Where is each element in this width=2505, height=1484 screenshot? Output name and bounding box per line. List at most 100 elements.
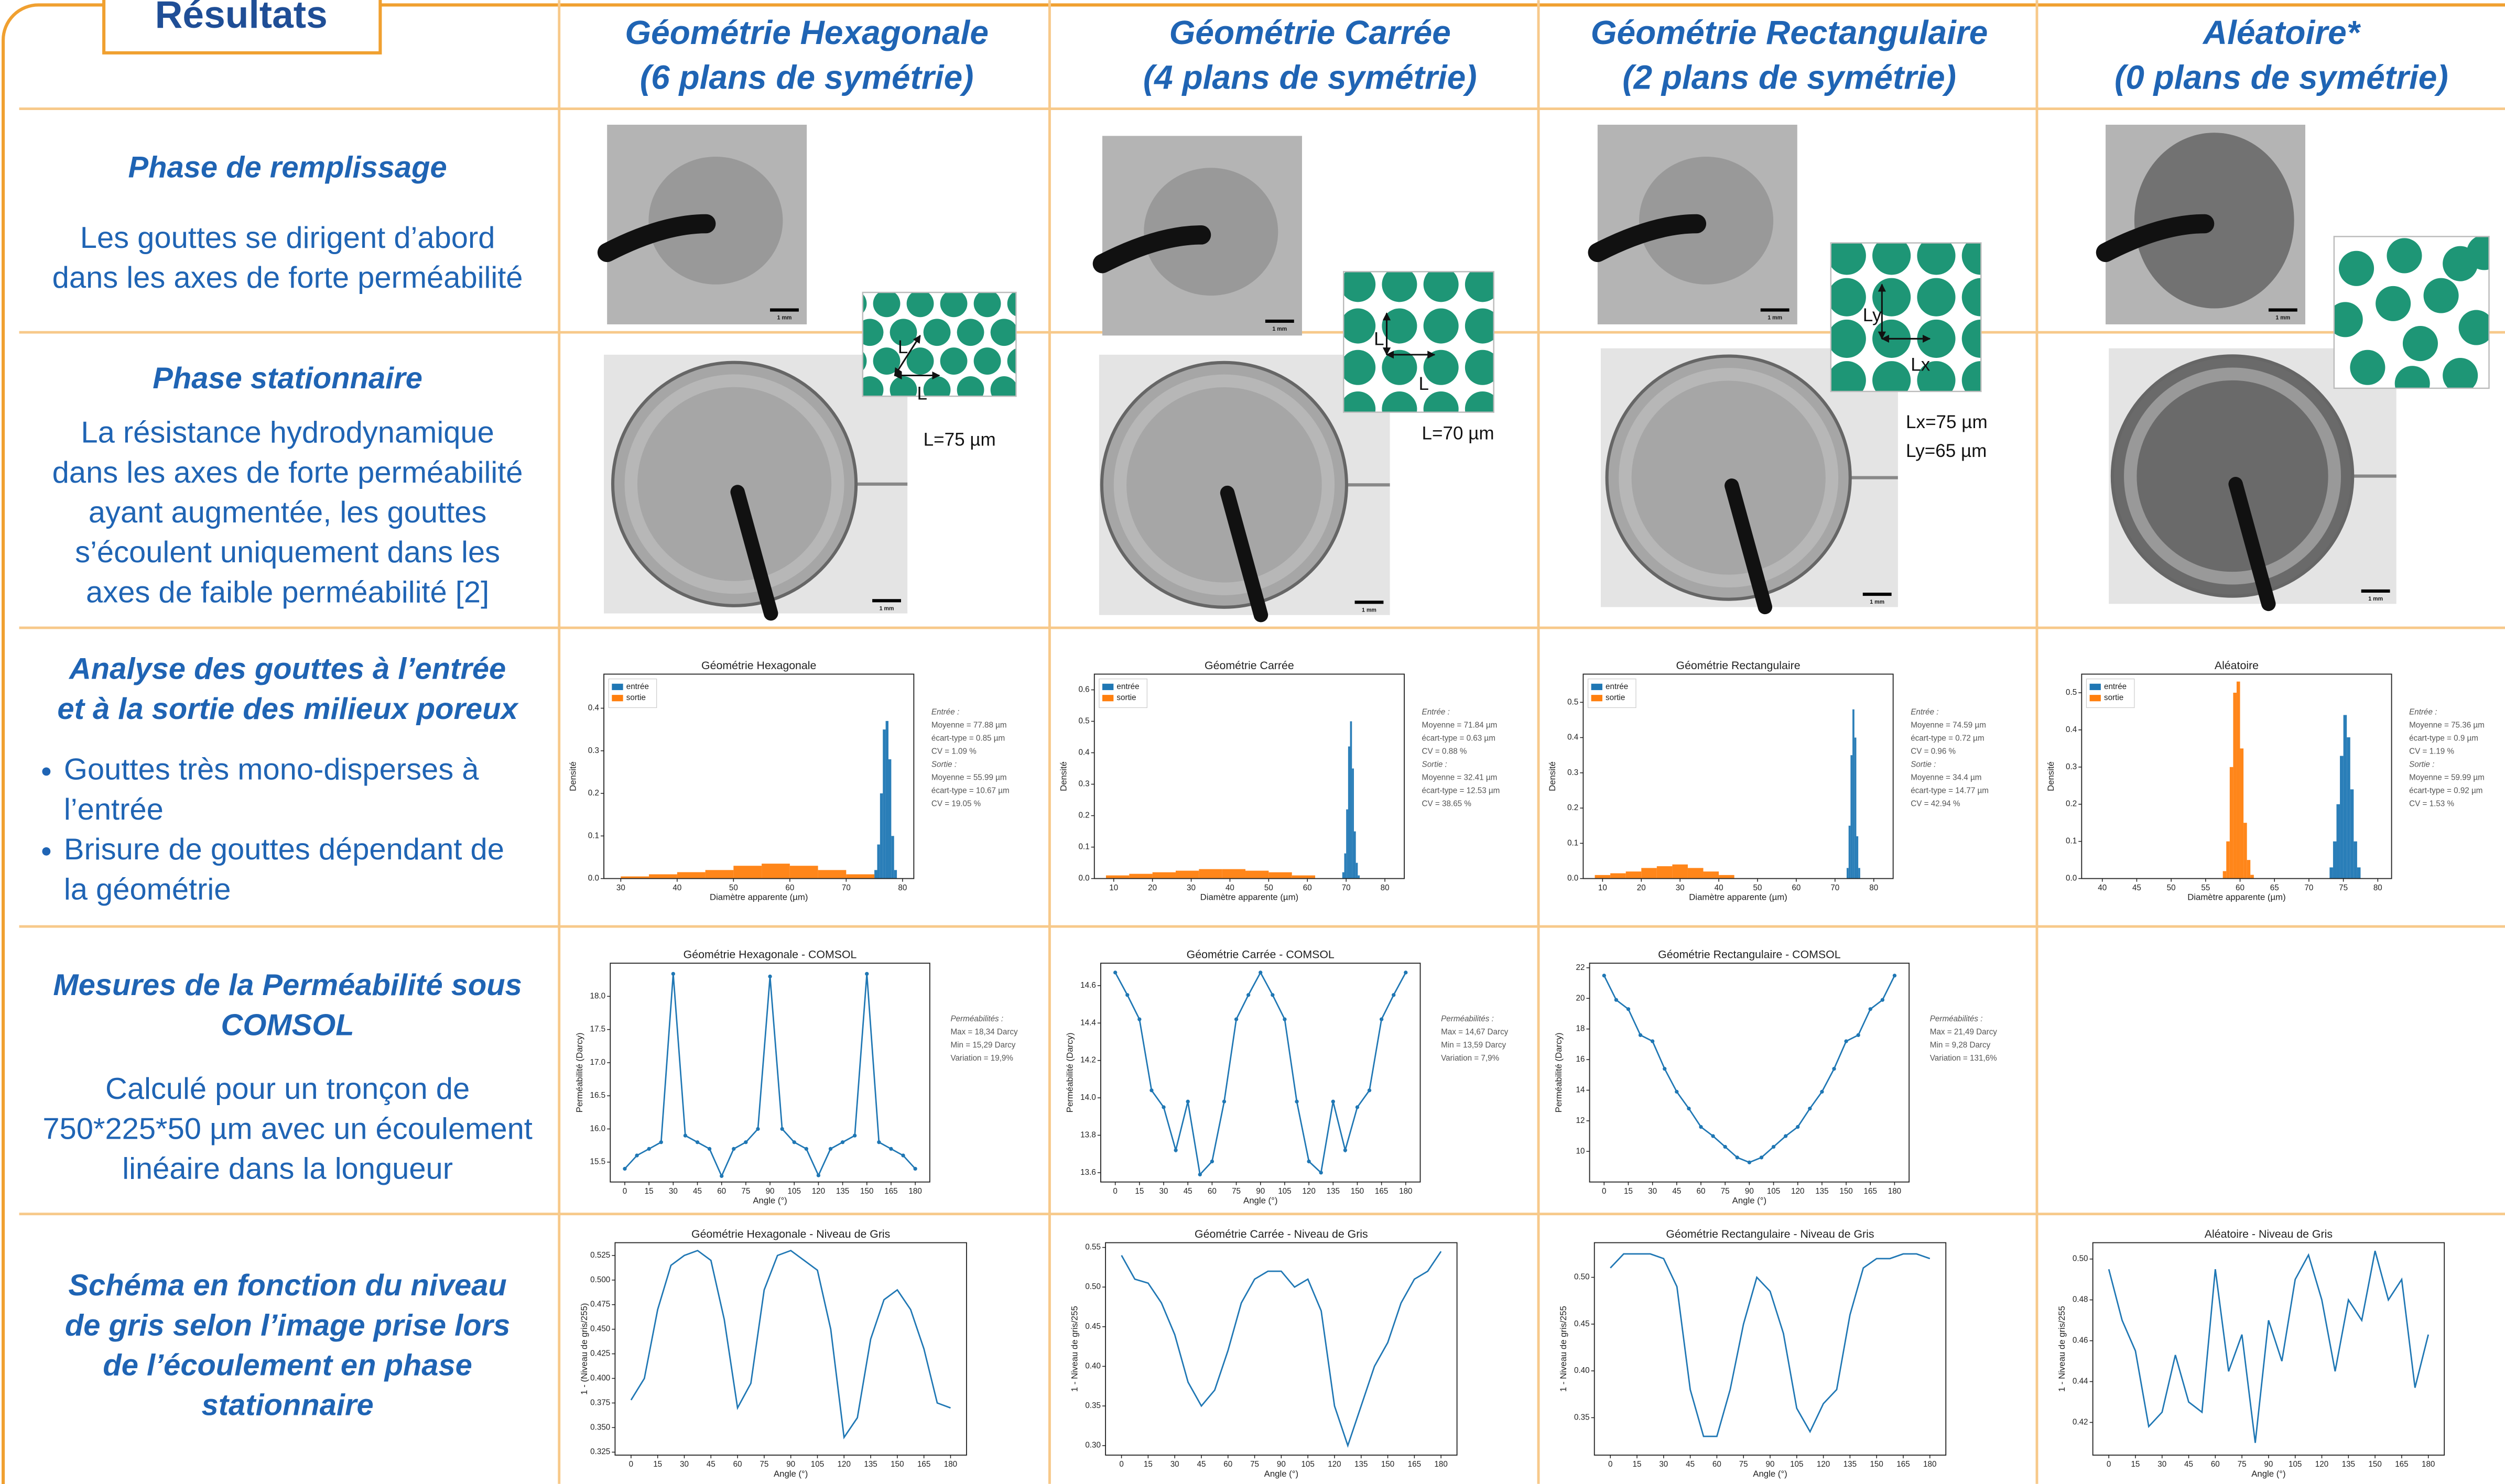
spacing-label: Lx=75 µm: [1906, 412, 1988, 432]
legend-label: sortie: [2104, 693, 2123, 702]
chart-note: Sortie :: [1911, 760, 1936, 769]
point: [1602, 974, 1606, 977]
x-tick-label: 135: [1815, 1187, 1828, 1196]
point: [1150, 1088, 1153, 1092]
point: [1174, 1148, 1177, 1152]
pattern-tile: [1828, 236, 2000, 399]
x-tick-label: 75: [2339, 883, 2348, 892]
point: [1368, 1088, 1371, 1092]
x-tick-label: 60: [717, 1187, 726, 1196]
chart-note: Perméabilités :: [1441, 1014, 1494, 1023]
row-title: de gris selon l’image prise lors: [65, 1308, 510, 1342]
x-tick-label: 70: [1342, 883, 1351, 892]
legend-label: entrée: [1606, 682, 1628, 691]
point: [1893, 974, 1896, 977]
x-tick-label: 15: [645, 1187, 654, 1196]
point: [853, 1133, 856, 1137]
row-text: La résistance hydrodynamique: [81, 416, 494, 450]
y-tick-label: 0.40: [1574, 1366, 1590, 1375]
histogram-bar: [1719, 875, 1734, 879]
histogram-bar: [2333, 842, 2337, 879]
row-title: Phase stationnaire: [153, 362, 422, 395]
x-tick-label: 75: [1739, 1460, 1748, 1469]
pillar: [1828, 278, 1866, 317]
x-tick-label: 0: [1113, 1187, 1117, 1196]
x-tick-label: 30: [1159, 1187, 1168, 1196]
histogram-bar: [1352, 769, 1354, 879]
point: [744, 1140, 747, 1144]
y-tick-label: 16.5: [590, 1091, 606, 1100]
row-title: Schéma en fonction du niveau: [68, 1269, 506, 1302]
histogram-bar: [2237, 682, 2240, 879]
x-tick-label: 15: [2131, 1460, 2140, 1469]
page: { "title": "Résultats", "columns": [ {"t…: [0, 0, 2505, 1484]
point: [684, 1133, 687, 1137]
x-tick-label: 60: [1303, 883, 1312, 892]
scale-bar-label: 1 mm: [880, 605, 894, 612]
x-tick-label: 165: [1375, 1187, 1388, 1196]
pattern-tile: [2328, 235, 2502, 401]
histogram-bar: [733, 866, 762, 878]
y-tick-label: 0.55: [1085, 1243, 1101, 1252]
histogram-bar: [1855, 738, 1857, 879]
histogram-bar: [1610, 874, 1626, 879]
point: [756, 1127, 760, 1131]
y-tick-label: 0.5: [1078, 717, 1089, 726]
histogram-bar: [2223, 871, 2227, 878]
spacing-label: L=70 µm: [1422, 423, 1494, 444]
row-title: Analyse des gouttes à l’entrée: [68, 652, 506, 686]
x-tick-label: 180: [1434, 1460, 1447, 1469]
pillar: [957, 319, 984, 346]
column-subtitle: (2 plans de symétrie): [1622, 59, 1956, 96]
x-tick-label: 0: [1602, 1187, 1606, 1196]
histogram-bar: [883, 729, 885, 878]
y-axis-label: Perméabilité (Darcy): [1554, 1033, 1564, 1113]
filling-photo: [2106, 125, 2305, 324]
x-tick-label: 90: [1256, 1187, 1265, 1196]
x-tick-label: 40: [1226, 883, 1234, 892]
spacing-label: L=75 µm: [924, 430, 996, 450]
chart-note: écart-type = 14.77 µm: [1911, 787, 1989, 795]
histogram-bar: [2350, 789, 2354, 878]
point: [1808, 1107, 1812, 1110]
histogram-bar: [2240, 748, 2244, 878]
histogram-bar: [1268, 872, 1292, 879]
point: [1711, 1134, 1715, 1138]
x-tick-label: 45: [707, 1460, 715, 1469]
x-tick-label: 120: [838, 1460, 851, 1469]
x-axis-label: Diamètre apparente (µm): [1689, 892, 1787, 902]
y-tick-label: 13.8: [1080, 1130, 1096, 1139]
chamber: [2112, 356, 2352, 596]
legend-label: entrée: [626, 682, 649, 691]
point: [1820, 1090, 1824, 1094]
point: [1186, 1100, 1190, 1104]
y-tick-label: 0.50: [2073, 1254, 2088, 1263]
histogram-bar: [888, 759, 891, 879]
y-tick-label: 12: [1576, 1116, 1585, 1125]
y-tick-label: 0.0: [1078, 874, 1089, 883]
histogram-bar: [1641, 868, 1657, 878]
histogram-bar: [677, 872, 706, 878]
histogram-bar: [894, 870, 897, 878]
chart-note: Min = 15,29 Darcy: [950, 1041, 1015, 1050]
x-tick-label: 10: [1598, 883, 1607, 892]
x-tick-label: 20: [1148, 883, 1157, 892]
chart-note: écart-type = 0.63 µm: [1422, 734, 1495, 743]
x-tick-label: 50: [729, 883, 738, 892]
histogram-bar: [2250, 875, 2254, 878]
x-tick-label: 120: [1817, 1460, 1830, 1469]
pillar: [1340, 309, 1375, 344]
chart-title: Géométrie Carrée - COMSOL: [1187, 948, 1335, 961]
chart-note: Entrée :: [931, 708, 959, 717]
pillar: [974, 347, 1001, 375]
x-tick-label: 105: [1301, 1460, 1314, 1469]
x-tick-label: 0: [629, 1460, 633, 1469]
point: [1319, 1171, 1323, 1174]
x-axis-label: Angle (°): [1243, 1196, 1277, 1206]
chart-note: Moyenne = 32.41 µm: [1422, 773, 1498, 782]
chart-note: Entrée :: [1422, 708, 1450, 717]
x-tick-label: 165: [917, 1460, 930, 1469]
y-tick-label: 0.500: [590, 1275, 610, 1284]
x-tick-label: 15: [1135, 1187, 1144, 1196]
x-axis-label: Angle (°): [1732, 1196, 1766, 1206]
